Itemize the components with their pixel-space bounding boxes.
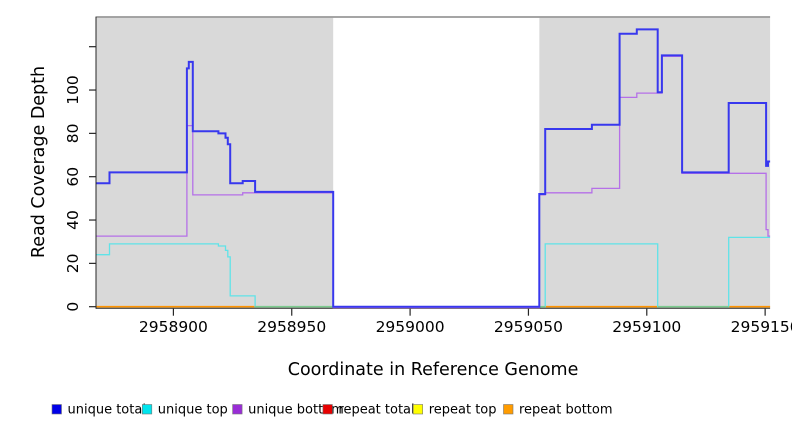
x-tick-label: 2958900 (139, 318, 208, 336)
right-gray-band (539, 17, 771, 309)
y-axis-label: Read Coverage Depth (29, 66, 49, 258)
legend-swatch-repeat-bottom (503, 404, 514, 415)
series-line-unique-top (96, 236, 771, 308)
legend-swatch-repeat-top (412, 404, 424, 415)
series-line-unique-total (96, 28, 771, 308)
x-tick-label: 2958950 (257, 318, 326, 336)
legend-swatch-repeat-total (322, 404, 333, 415)
legend-item-label: unique total (68, 403, 146, 418)
legend-item-label: unique bottom (248, 403, 344, 418)
x-tick-label: 2959150 (731, 318, 792, 336)
legend-item-label: repeat top (429, 403, 497, 418)
x-axis-label: Coordinate in Reference Genome (288, 360, 579, 380)
y-tick-label: 100 (64, 75, 82, 105)
legend-swatch-unique-top (142, 404, 153, 415)
x-tick-label: 2959050 (494, 318, 563, 336)
y-tick-label: 80 (64, 124, 82, 144)
legend-swatch-unique-bottom (232, 404, 243, 415)
left-gray-band (96, 17, 334, 309)
y-tick-label: 0 (64, 302, 82, 312)
legend-item-label: unique top (158, 403, 228, 418)
x-tick-label: 2959000 (376, 318, 445, 336)
legend-item-label: repeat bottom (519, 403, 613, 418)
x-tick-label: 2959100 (612, 318, 681, 336)
legend-item-label: repeat total (338, 403, 414, 418)
legend-swatch-unique-total (51, 404, 62, 415)
y-tick-label: 20 (64, 254, 82, 274)
y-tick-label: 40 (64, 210, 82, 230)
y-tick-label: 60 (64, 167, 82, 187)
